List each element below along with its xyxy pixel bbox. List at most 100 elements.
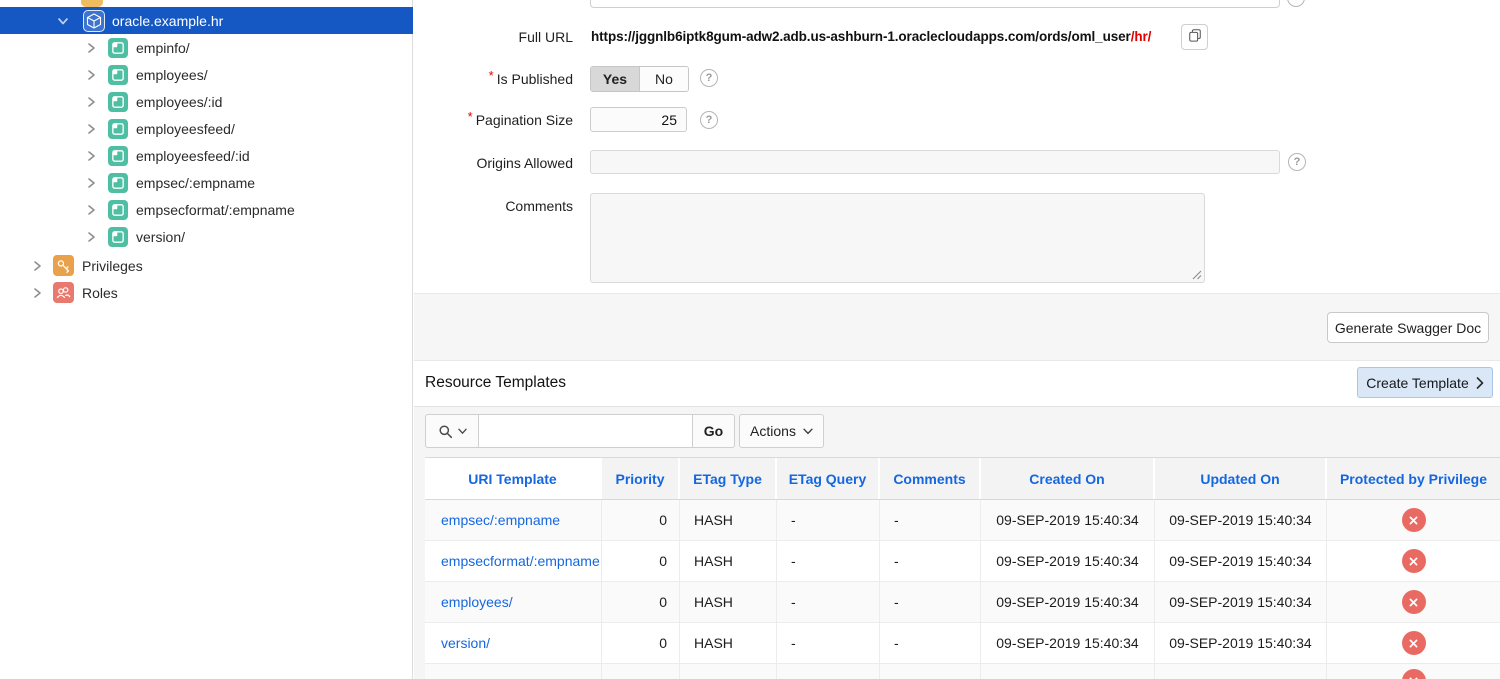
tree-item-privileges[interactable]: Privileges — [0, 252, 413, 279]
cell-comments: - — [880, 623, 981, 663]
comments-textarea[interactable] — [590, 193, 1205, 283]
chevron-down-icon[interactable] — [56, 14, 70, 28]
help-icon[interactable]: ? — [700, 69, 718, 87]
cell-updated-on: 09-SEP-2019 15:40:34 — [1155, 582, 1327, 622]
column-header-protected-by-privilege[interactable]: Protected by Privilege — [1327, 458, 1500, 499]
tree-item-label: employeesfeed/:id — [136, 147, 250, 164]
help-icon[interactable] — [1287, 0, 1305, 7]
resource-templates-table: URI Template Priority ETag Type ETag Que… — [425, 457, 1500, 679]
privileges-key-icon — [53, 255, 74, 276]
protected-by-privilege-icon[interactable] — [1401, 549, 1426, 573]
published-yes-button[interactable]: Yes — [591, 67, 640, 91]
tree-item-label: employees/:id — [136, 93, 223, 110]
column-header-etag-type[interactable]: ETag Type — [680, 458, 777, 499]
search-filter-button[interactable] — [425, 414, 479, 448]
chevron-right-icon — [1476, 376, 1484, 389]
cell-etag-type: HASH — [680, 541, 777, 581]
tree-item[interactable]: empsec/:empname — [0, 169, 413, 196]
chevron-right-icon[interactable] — [31, 260, 43, 272]
resource-templates-title: Resource Templates — [425, 374, 567, 391]
tree-item-label: employeesfeed/ — [136, 120, 235, 137]
create-template-button[interactable]: Create Template — [1357, 367, 1493, 398]
chevron-right-icon[interactable] — [85, 177, 97, 189]
create-template-label: Create Template — [1366, 374, 1469, 391]
module-icon-partial — [81, 0, 103, 7]
cell-protected — [1327, 500, 1500, 540]
column-header-comments[interactable]: Comments — [880, 458, 981, 499]
chevron-right-icon[interactable] — [85, 123, 97, 135]
tree-item-roles[interactable]: Roles — [0, 279, 413, 306]
required-asterisk: * — [488, 68, 494, 83]
cell-priority: 0 — [602, 582, 680, 622]
cell-updated-on — [1155, 664, 1327, 679]
resource-template-icon — [108, 199, 128, 220]
module-cube-icon — [83, 9, 105, 32]
protected-by-privilege-icon[interactable] — [1401, 631, 1426, 655]
tree-item-label: oracle.example.hr — [112, 12, 224, 29]
column-header-uri-template[interactable]: URI Template — [425, 458, 602, 499]
pagination-size-input[interactable] — [590, 107, 687, 132]
column-header-priority[interactable]: Priority — [602, 458, 680, 499]
tree-children: empinfo/ employees/ employees/:id — [0, 34, 413, 250]
help-icon[interactable]: ? — [1288, 153, 1306, 171]
resize-grip-icon[interactable] — [1191, 269, 1202, 280]
chevron-right-icon[interactable] — [85, 69, 97, 81]
tree-item-selected-module[interactable]: oracle.example.hr — [0, 7, 413, 34]
cell-etag-query: - — [777, 541, 880, 581]
tree-item[interactable]: employeesfeed/ — [0, 115, 413, 142]
uri-template-link[interactable]: version/ — [441, 635, 491, 651]
cell-updated-on: 09-SEP-2019 15:40:34 — [1155, 541, 1327, 581]
tree-item[interactable]: version/ — [0, 223, 413, 250]
table-body: empsec/:empname 0 HASH - - 09-SEP-2019 1… — [425, 500, 1500, 679]
uri-template-link[interactable]: empsecformat/:empname — [441, 553, 600, 569]
cell-etag-query: - — [777, 582, 880, 622]
origins-allowed-label: Origins Allowed — [476, 155, 574, 171]
protected-by-privilege-icon[interactable] — [1401, 590, 1426, 614]
tree-item[interactable]: employees/:id — [0, 88, 413, 115]
top-input-partial[interactable] — [590, 0, 1280, 8]
help-icon[interactable]: ? — [700, 111, 718, 129]
tree-item-label: empinfo/ — [136, 39, 190, 56]
chevron-right-icon[interactable] — [85, 204, 97, 216]
cell-etag-type: HASH — [680, 582, 777, 622]
tree-root-items: Privileges Roles — [0, 252, 413, 306]
protected-by-privilege-icon[interactable] — [1401, 669, 1426, 679]
tree-item[interactable]: employees/ — [0, 61, 413, 88]
cell-protected — [1327, 623, 1500, 663]
chevron-right-icon[interactable] — [85, 96, 97, 108]
uri-template-link[interactable]: employees/ — [441, 594, 513, 610]
cell-comments: - — [880, 500, 981, 540]
generate-swagger-button[interactable]: Generate Swagger Doc — [1327, 312, 1489, 343]
actions-band — [414, 293, 1500, 361]
full-url-value: https://jggnlb6iptk8gum-adw2.adb.us-ashb… — [591, 29, 1152, 44]
resource-template-icon — [108, 172, 128, 193]
chevron-right-icon[interactable] — [85, 231, 97, 243]
published-no-button[interactable]: No — [640, 67, 688, 91]
search-input[interactable] — [478, 414, 693, 448]
actions-menu-button[interactable]: Actions — [739, 414, 824, 448]
chevron-down-icon — [457, 428, 467, 434]
column-header-etag-query[interactable]: ETag Query — [777, 458, 880, 499]
resource-template-icon — [108, 226, 128, 247]
chevron-right-icon[interactable] — [85, 150, 97, 162]
uri-template-link[interactable]: empsec/:empname — [441, 512, 561, 528]
chevron-right-icon[interactable] — [31, 287, 43, 299]
protected-by-privilege-icon[interactable] — [1401, 508, 1426, 532]
origins-allowed-input[interactable] — [590, 150, 1280, 174]
chevron-down-icon — [803, 428, 813, 434]
resource-template-icon — [108, 64, 128, 85]
cell-etag-query: - — [777, 623, 880, 663]
is-published-label: * Is Published — [488, 68, 573, 87]
cell-priority: 0 — [602, 500, 680, 540]
tree-item[interactable]: empinfo/ — [0, 34, 413, 61]
copy-url-button[interactable] — [1181, 24, 1208, 50]
tree-item[interactable]: employeesfeed/:id — [0, 142, 413, 169]
column-header-created-on[interactable]: Created On — [981, 458, 1155, 499]
chevron-right-icon[interactable] — [85, 42, 97, 54]
cell-protected — [1327, 664, 1500, 679]
go-button[interactable]: Go — [692, 414, 735, 448]
required-asterisk: * — [467, 109, 473, 124]
column-header-updated-on[interactable]: Updated On — [1155, 458, 1327, 499]
tree-item[interactable]: empsecformat/:empname — [0, 196, 413, 223]
